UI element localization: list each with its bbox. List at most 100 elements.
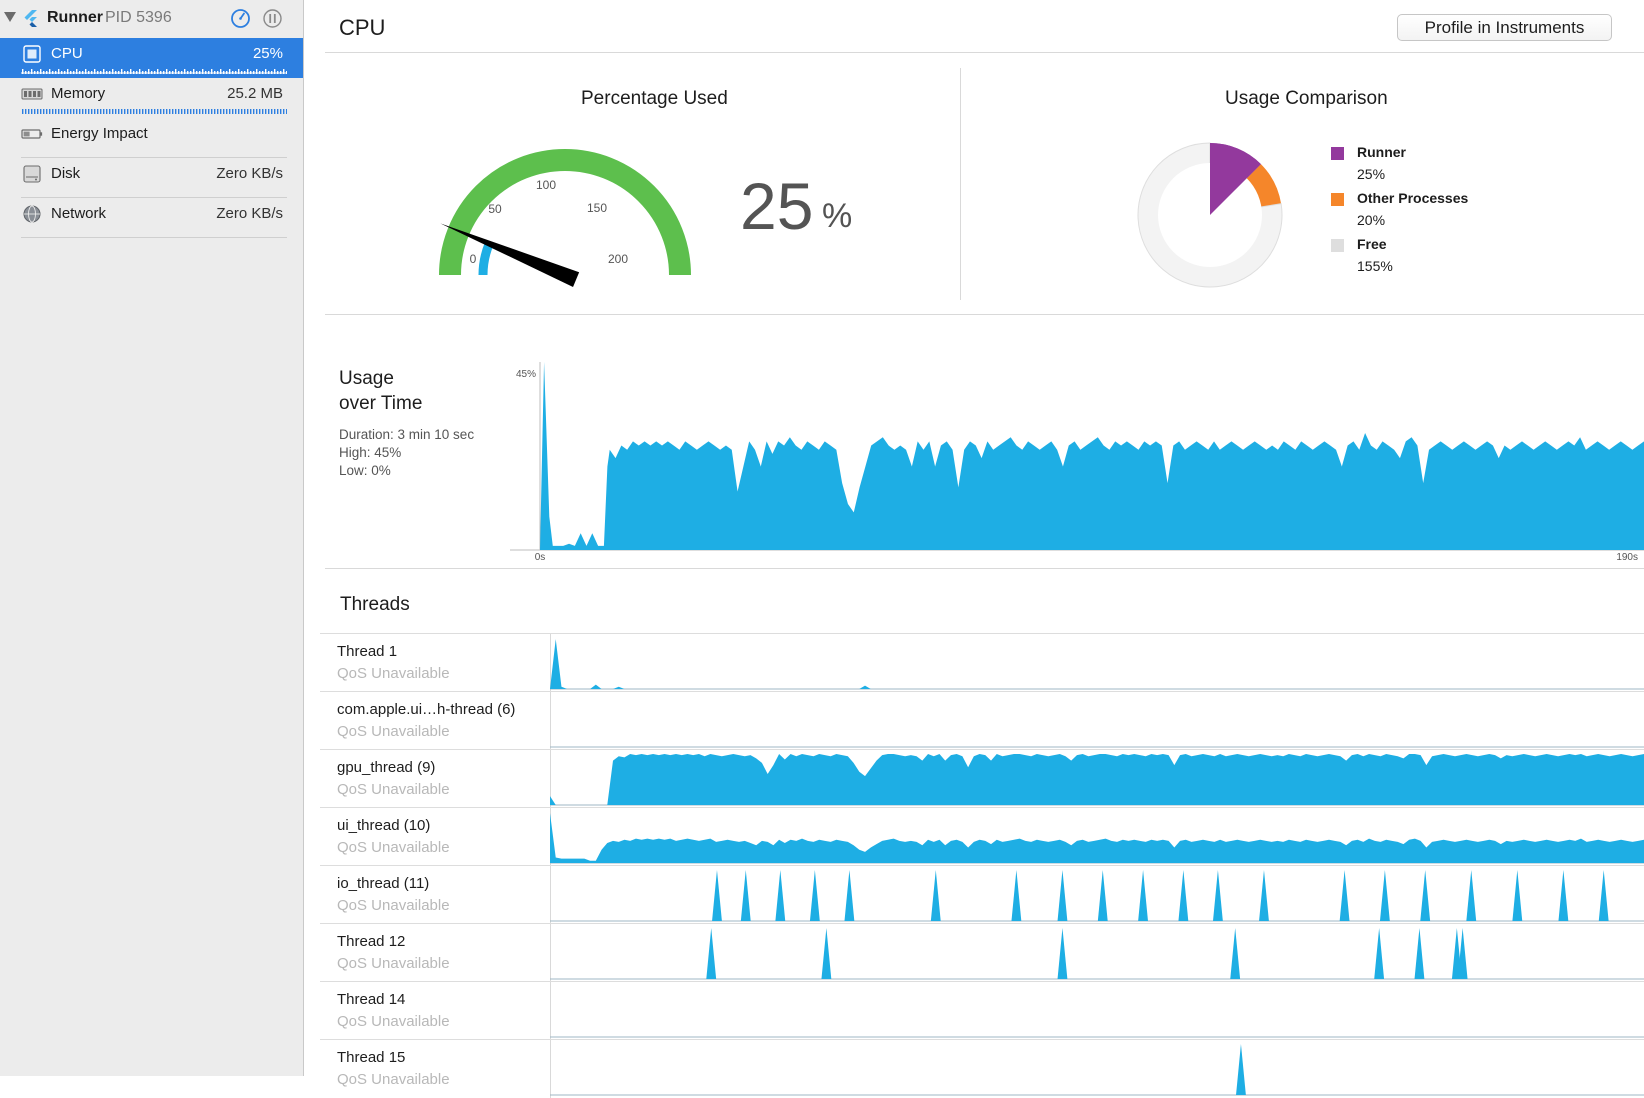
usage-title-line: over Time bbox=[339, 393, 423, 414]
usage-over-time-title: Usage over Time bbox=[339, 366, 459, 416]
sparkline-tick bbox=[34, 109, 36, 114]
sparkline-tick bbox=[79, 71, 81, 74]
thread-name: gpu_thread (9) bbox=[337, 759, 436, 776]
sparkline-tick bbox=[199, 71, 201, 74]
sparkline-tick bbox=[256, 109, 258, 114]
sparkline-tick bbox=[184, 69, 186, 74]
sparkline-tick bbox=[58, 69, 60, 74]
gauge-tick-label: 150 bbox=[587, 201, 607, 215]
separator bbox=[550, 866, 551, 924]
usage-area-series bbox=[540, 362, 1644, 550]
sparkline-tick bbox=[115, 71, 117, 74]
sparkline-tick bbox=[247, 109, 249, 114]
thread-activity-spike bbox=[1212, 870, 1223, 921]
cpu-chip-icon bbox=[23, 45, 41, 63]
sparkline-tick bbox=[220, 109, 222, 114]
thread-activity-chart bbox=[550, 639, 1644, 690]
globe-icon bbox=[23, 205, 41, 223]
sparkline-tick bbox=[184, 109, 186, 114]
sparkline-tick bbox=[103, 69, 105, 74]
sparkline-tick bbox=[220, 69, 222, 74]
sparkline-tick bbox=[124, 71, 126, 74]
gauge-icon[interactable] bbox=[230, 8, 251, 29]
gauge-item-memory[interactable]: Memory 25.2 MB bbox=[0, 78, 303, 118]
thread-qos: QoS Unavailable bbox=[337, 897, 450, 914]
thread-row[interactable]: ui_thread (10) QoS Unavailable bbox=[320, 807, 1644, 866]
sparkline-tick bbox=[265, 69, 267, 74]
gauge-item-cpu[interactable]: CPU 25% bbox=[0, 38, 303, 78]
low-text: Low: 0% bbox=[339, 463, 391, 478]
sparkline-tick bbox=[64, 109, 66, 114]
gauge-value: Zero KB/s bbox=[216, 165, 283, 182]
gauge-value: Zero KB/s bbox=[216, 205, 283, 222]
x-end-label: 190s bbox=[1616, 552, 1638, 563]
gauge-tick-label: 0 bbox=[470, 252, 477, 266]
separator bbox=[550, 1040, 551, 1098]
sparkline-tick bbox=[76, 69, 78, 74]
sparkline-tick bbox=[205, 71, 207, 74]
thread-row[interactable]: Thread 15 QoS Unavailable bbox=[320, 1039, 1644, 1098]
thread-activity-spike bbox=[1374, 928, 1385, 979]
sparkline-tick bbox=[61, 109, 63, 114]
separator bbox=[320, 865, 1644, 866]
separator bbox=[320, 633, 1644, 634]
thread-qos: QoS Unavailable bbox=[337, 781, 450, 798]
sparkline-tick bbox=[121, 69, 123, 74]
sparkline-tick bbox=[139, 69, 141, 74]
thread-activity-chart bbox=[550, 754, 1644, 806]
profile-in-instruments-button[interactable]: Profile in Instruments bbox=[1397, 14, 1612, 41]
separator bbox=[320, 807, 1644, 808]
sparkline-tick bbox=[64, 71, 66, 74]
gauge-needle bbox=[440, 223, 580, 287]
gauge-label: Network bbox=[51, 205, 107, 222]
sparkline-tick bbox=[265, 109, 267, 114]
gauge-label: Memory bbox=[51, 85, 106, 102]
sparkline-tick bbox=[151, 71, 153, 74]
sparkline-tick bbox=[133, 71, 135, 74]
sparkline-tick bbox=[37, 71, 39, 74]
gauge-label: Disk bbox=[51, 165, 81, 182]
sparkline-tick bbox=[163, 109, 165, 114]
thread-activity-spike bbox=[775, 870, 786, 921]
high-text: High: 45% bbox=[339, 445, 402, 460]
sparkline-tick bbox=[166, 69, 168, 74]
sparkline-tick bbox=[163, 71, 165, 74]
separator bbox=[325, 52, 1644, 53]
disclosure-triangle-icon[interactable] bbox=[4, 12, 16, 22]
sparkline-tick bbox=[187, 109, 189, 114]
sparkline-tick bbox=[178, 109, 180, 114]
sparkline-tick bbox=[241, 71, 243, 74]
sparkline-tick bbox=[151, 109, 153, 114]
process-row[interactable]: Runner PID 5396 bbox=[0, 0, 303, 38]
sparkline-tick bbox=[142, 71, 144, 74]
thread-row[interactable]: com.apple.ui…h-thread (6) QoS Unavailable bbox=[320, 691, 1644, 750]
sparkline-tick bbox=[214, 71, 216, 74]
sparkline-tick bbox=[139, 109, 141, 114]
sparkline-tick bbox=[229, 69, 231, 74]
gauge-item-network[interactable]: Network Zero KB/s bbox=[0, 198, 303, 238]
thread-activity-spike bbox=[1466, 870, 1477, 921]
gauge-item-disk[interactable]: Disk Zero KB/s bbox=[0, 158, 303, 198]
sparkline-tick bbox=[178, 71, 180, 74]
thread-activity-spike bbox=[1057, 928, 1068, 979]
gauge-item-energy[interactable]: Energy Impact bbox=[0, 118, 303, 158]
sparkline-tick bbox=[286, 109, 287, 114]
thread-activity-spike bbox=[1230, 928, 1241, 979]
thread-row[interactable]: Thread 1 QoS Unavailable bbox=[320, 633, 1644, 692]
thread-qos: QoS Unavailable bbox=[337, 1071, 450, 1088]
legend-name: Other Processes bbox=[1357, 190, 1469, 206]
thread-row[interactable]: io_thread (11) QoS Unavailable bbox=[320, 865, 1644, 924]
sparkline-tick bbox=[91, 109, 93, 114]
thread-row[interactable]: Thread 12 QoS Unavailable bbox=[320, 923, 1644, 982]
sparkline-tick bbox=[250, 71, 252, 74]
sparkline-tick bbox=[262, 109, 264, 114]
thread-row[interactable]: gpu_thread (9) QoS Unavailable bbox=[320, 749, 1644, 808]
pause-icon[interactable] bbox=[262, 8, 283, 29]
memory-chip-icon bbox=[21, 88, 43, 100]
thread-activity-chart bbox=[550, 928, 1644, 980]
thread-activity-spike bbox=[1339, 870, 1350, 921]
sparkline-tick bbox=[22, 69, 24, 74]
sparkline-tick bbox=[58, 109, 60, 114]
sparkline-tick bbox=[244, 109, 246, 114]
thread-row[interactable]: Thread 14 QoS Unavailable bbox=[320, 981, 1644, 1040]
